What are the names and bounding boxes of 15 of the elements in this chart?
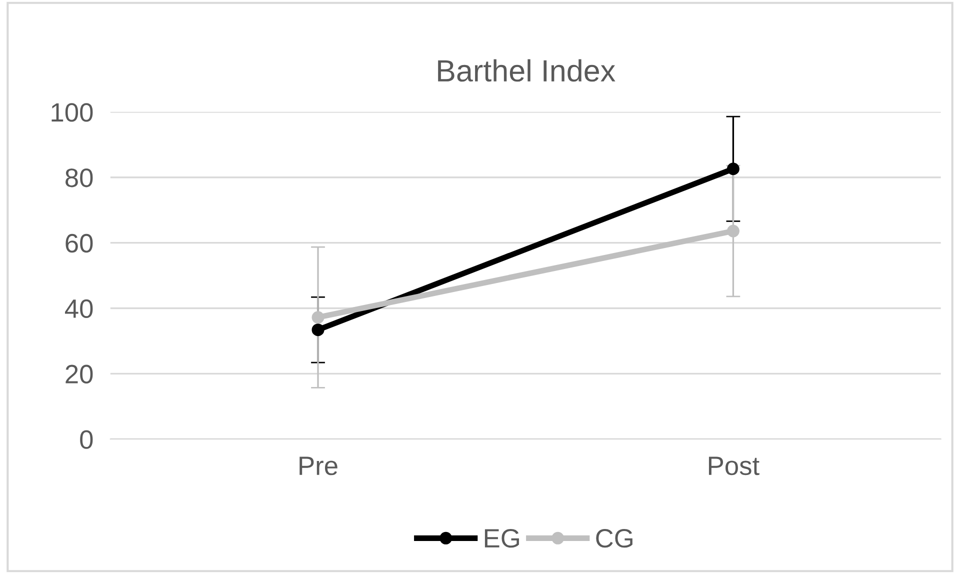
point (312, 324, 324, 336)
y-tick-label: 20 (66, 364, 93, 384)
x-tick-label: Pre (300, 456, 338, 476)
y-tick-label: 100 (52, 103, 93, 122)
y-tick-label: 40 (64, 299, 93, 318)
point (726, 224, 740, 238)
legend-label: CG (596, 528, 632, 548)
y-tick-label: 60 (66, 234, 93, 253)
x-tick-label: Post (708, 456, 760, 476)
legend-label: EG (484, 528, 519, 548)
chart-title: Barthel Index (438, 59, 616, 82)
point (312, 311, 324, 324)
y-tick-label: 0 (80, 430, 93, 449)
point (726, 162, 740, 176)
y-tick-label: 80 (66, 168, 93, 188)
